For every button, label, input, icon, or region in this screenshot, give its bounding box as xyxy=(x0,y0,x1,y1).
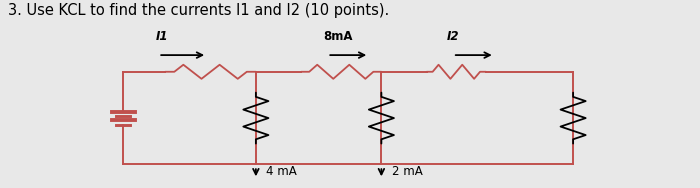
Text: 8mA: 8mA xyxy=(323,30,353,43)
Text: 4 mA: 4 mA xyxy=(266,165,297,178)
Text: I1: I1 xyxy=(155,30,168,43)
Text: I2: I2 xyxy=(447,30,459,43)
Text: 3. Use KCL to find the currents I1 and I2 (10 points).: 3. Use KCL to find the currents I1 and I… xyxy=(8,3,390,18)
Text: 2 mA: 2 mA xyxy=(392,165,423,178)
